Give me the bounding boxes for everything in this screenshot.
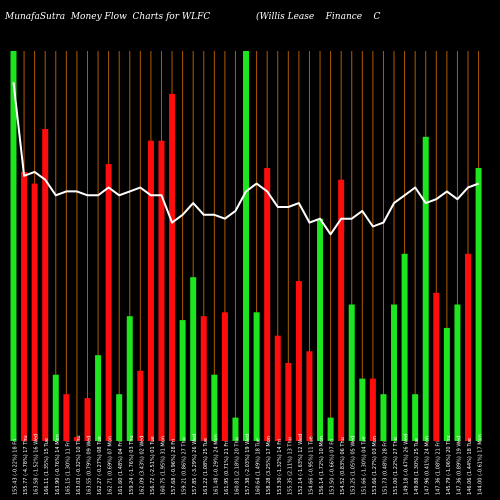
x-tick-label: 165.15 (1.30%) 11 Fri	[65, 441, 71, 495]
x-tick-label: 163.58 (-1.52%) 16 Wed	[34, 434, 40, 495]
x-tick-label: 149.88 (1.30%) 25 Tue	[414, 438, 420, 495]
trend-line	[12, 82, 479, 236]
money-flow-bar	[95, 355, 102, 441]
chart-title: MunafaSutra Money Flow Charts for WLFC	[5, 12, 211, 22]
x-tick-label: 153.50 (-0.66%) 07 Fri	[330, 439, 336, 495]
x-tick-label: 157.68 (-0.96%) 28 Fri	[171, 439, 177, 495]
money-flow-bar	[105, 164, 112, 441]
x-tick-label: 163.90 (-0.76%) 14 Mon	[55, 434, 61, 495]
money-flow-bar	[306, 351, 313, 441]
money-flow-bar	[190, 277, 197, 441]
money-flow-bar	[158, 140, 165, 441]
trend-line-layer	[12, 82, 479, 236]
money-flow-bar	[126, 316, 133, 441]
money-flow-bar	[84, 398, 91, 441]
x-tick-label: 160.64 (1.49%) 18 Tue	[256, 438, 262, 495]
x-tick-labels: 155.43 (-0.22%) 18 Fri 155.77 (-4.78%) 17…	[13, 434, 484, 495]
money-flow-bar	[169, 93, 176, 442]
money-flow-bar	[147, 140, 154, 441]
x-tick-label: 152.14 (-1.63%) 12 Wed	[298, 434, 304, 495]
x-tick-label: 147.36 (1.08%) 21 Fri	[435, 441, 441, 495]
x-tick-label: 161.95 (0.71%) 21 Fri	[224, 441, 230, 495]
x-tick-label: 155.35 (2.11%) 13 Thu	[287, 437, 293, 495]
money-flow-bar	[179, 320, 186, 441]
x-tick-label: 166.11 (1.35%) 15 Tue	[44, 438, 50, 495]
money-flow-bar	[10, 51, 17, 441]
x-tick-label: 151.73 (0.48%) 28 Fri	[382, 441, 388, 495]
x-tick-label: 153.30 (-1.32%) 14 Fri	[277, 439, 283, 495]
x-tick-label: 154.52 (0.83%) 06 Thu	[340, 437, 346, 495]
money-flow-bar	[116, 394, 123, 441]
x-tick-label: 163.03 (-0.32%) 10 Thu	[76, 435, 82, 495]
x-tick-label: 159.24 (-1.76%) 03 Thu	[129, 435, 135, 495]
x-tick-label: 145.79 (-1.06%) 20 Thu	[446, 435, 452, 495]
money-flow-bar	[338, 179, 345, 441]
x-tick-label: 158.28 (3.25%) 17 Mon	[266, 436, 272, 495]
x-tick-label: 163.55 (0.79%) 09 Wed	[86, 436, 92, 495]
x-tick-label: 161.60 (1.48%) 04 Fri	[118, 441, 124, 495]
x-tick-label: 157.38 (-2.03%) 19 Wed	[245, 434, 251, 495]
money-flow-bar	[274, 335, 281, 441]
x-tick-label: 157.85 (-3.29%) 26 Wed	[192, 434, 198, 495]
money-flow-bars	[10, 51, 482, 442]
money-flow-bar	[475, 168, 482, 441]
money-flow-bar	[200, 316, 207, 441]
x-tick-label: 147.96 (0.41%) 24 Mon	[425, 436, 431, 495]
money-flow-bar	[391, 304, 398, 441]
x-tick-label: 147.36 (0.89%) 19 Wed	[456, 436, 462, 495]
x-tick-label: 155.77 (-4.78%) 17 Thu	[23, 435, 29, 495]
money-flow-bar	[63, 394, 70, 441]
x-tick-label: 163.22 (1.08%) 25 Tue	[203, 438, 209, 495]
money-flow-bar	[243, 51, 250, 441]
x-tick-label: 159.21 (0.86%) 27 Thu	[182, 437, 188, 495]
money-flow-bar	[327, 417, 334, 441]
x-tick-label: 156.14 (1.72%) 10 Mon	[319, 436, 325, 495]
money-flow-bar	[73, 437, 80, 441]
money-flow-bar	[465, 253, 472, 441]
money-flow-bar	[137, 370, 144, 441]
money-flow-bar	[443, 327, 450, 441]
money-flow-bar	[232, 417, 239, 441]
money-flow-bar	[285, 363, 292, 441]
x-tick-label: 162.27 (-0.27%) 08 Tue	[97, 436, 103, 495]
money-flow-bar	[433, 292, 440, 441]
money-flow-bar	[317, 218, 324, 441]
chart-subtitle: (Willis Lease Finance C	[256, 12, 381, 22]
money-flow-bar	[454, 304, 461, 441]
money-flow-bar	[52, 374, 59, 441]
money-flow-bar	[42, 129, 49, 441]
money-flow-bar	[211, 374, 218, 441]
money-flow-bar	[422, 136, 429, 442]
money-flow-bar	[31, 183, 38, 441]
money-flow-bar	[348, 304, 355, 441]
x-tick-label: 162.09 (3.43%) 02 Wed	[139, 436, 145, 495]
x-tick-label: 153.66 (1.27%) 03 Mon	[372, 436, 378, 495]
money-flow-bar	[412, 394, 419, 441]
x-tick-label: 151.00 (1.22%) 27 Thu	[393, 437, 399, 495]
x-tick-label: 156.72 (-2.51%) 01 Tue	[150, 436, 156, 495]
money-flow-bar	[295, 281, 302, 441]
x-tick-label: 154.66 (-0.95%) 11 Tue	[308, 436, 314, 495]
x-tick-label: 161.48 (-0.29%) 24 Mon	[213, 434, 219, 495]
x-tick-label: 160.75 (1.95%) 31 Mon	[160, 436, 166, 495]
x-tick-label: 149.18 (-0.47%) 26 Wed	[404, 434, 410, 495]
money-flow-bar	[369, 378, 376, 441]
x-tick-label: 155.43 (-0.22%) 18 Fri	[13, 439, 19, 495]
money-flow-bar	[21, 171, 28, 441]
money-flow-bar	[380, 394, 387, 441]
x-tick-label: 162.71 (0.69%) 07 Mon	[108, 436, 114, 495]
x-tick-label: 160.81 (2.18%) 20 Thu	[234, 437, 240, 495]
money-flow-bar	[253, 312, 260, 441]
x-tick-label: 144.00 (-0.61%) 17 Mon	[478, 434, 484, 495]
x-tick-label: 153.25 (1.05%) 05 Wed	[351, 436, 357, 495]
money-flow-bar	[264, 168, 271, 441]
money-flow-bar	[221, 312, 228, 441]
x-tick-label: 146.06 (1.44%) 18 Tue	[467, 438, 473, 495]
money-flow-bar	[359, 378, 366, 441]
money-flow-bar	[401, 253, 408, 441]
x-tick-label: 151.66 (-1.30%) 04 Tue	[361, 436, 367, 495]
